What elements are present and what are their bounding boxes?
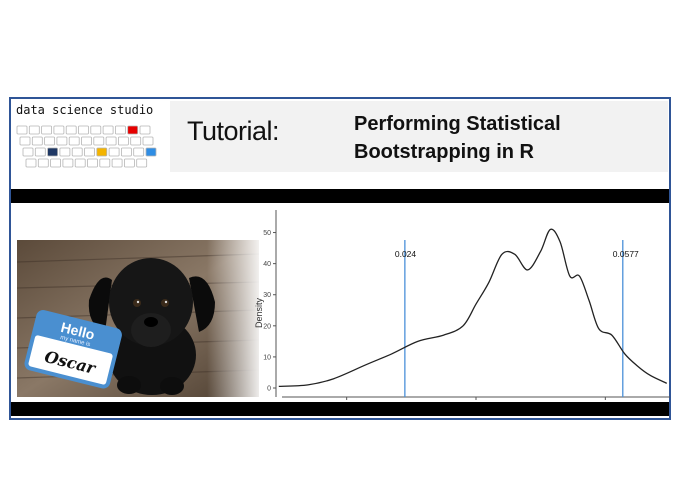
keyboard-key	[56, 136, 68, 146]
keyboard-key	[136, 158, 148, 168]
keyboard-key	[90, 125, 102, 135]
keyboard-key	[44, 136, 56, 146]
x-axis-ticks	[346, 397, 606, 400]
title-line-2: Bootstrapping in R	[354, 141, 534, 163]
keyboard-key	[34, 147, 46, 157]
keyboard-key	[102, 125, 114, 135]
keyboard-key	[74, 158, 86, 168]
keyboard-key	[108, 147, 120, 157]
keyboard-key	[118, 136, 129, 146]
keyboard-key	[105, 136, 117, 146]
y-tick-label: 30	[263, 292, 271, 299]
keyboard-key-accent	[127, 125, 139, 135]
keyboard-key	[31, 136, 43, 146]
keyboard-key	[124, 158, 135, 168]
keyboard-key	[84, 147, 95, 157]
keyboard-key	[22, 147, 34, 157]
y-tick-label: 20	[263, 323, 271, 330]
keyboard-key-accent	[145, 147, 157, 157]
title-line-1: Performing Statistical	[354, 113, 561, 135]
logo-text: data science studio	[16, 103, 154, 117]
keyboard-key	[37, 158, 49, 168]
y-tick-label: 40	[263, 261, 271, 268]
keyboard-key	[99, 158, 111, 168]
page-title: Performing Statistical Bootstrapping in …	[354, 110, 561, 166]
keyboard-key	[65, 125, 77, 135]
y-axis-label: Density	[254, 297, 264, 328]
tutorial-label: Tutorial:	[187, 116, 280, 146]
y-axis: 0 10 20 30 40 50	[263, 210, 277, 397]
keyboard-key-accent	[47, 147, 59, 157]
name-tag: Hello my name is Oscar	[24, 310, 122, 389]
keyboard-key	[139, 125, 151, 135]
y-tick-label: 50	[263, 230, 271, 237]
density-chart: Density 0 10 20 30 40 50 0.024 0.0577	[254, 210, 670, 400]
top-divider-bar	[11, 189, 669, 203]
keyboard-key	[62, 158, 74, 168]
keyboard-key-accent	[96, 147, 108, 157]
keyboard-key	[115, 125, 126, 135]
y-tick-label: 10	[263, 354, 271, 361]
y-tick-label: 0	[267, 386, 271, 393]
keyboard-key	[50, 158, 61, 168]
dog-icon	[88, 258, 215, 395]
density-line	[278, 228, 668, 388]
keyboard-key	[53, 125, 65, 135]
keyboard-key	[19, 136, 31, 146]
keyboard-key	[41, 125, 53, 135]
reference-line-label: 0.024	[395, 249, 417, 259]
keyboard-key	[28, 125, 40, 135]
keyboard-key	[71, 147, 83, 157]
keyboard-key	[111, 158, 123, 168]
reference-line-label: 0.0577	[613, 249, 639, 259]
keyboard-key	[16, 125, 28, 135]
keyboard-key	[130, 136, 142, 146]
bottom-divider-bar	[11, 402, 669, 416]
keyboard-key	[68, 136, 80, 146]
keyboard-key	[133, 147, 145, 157]
logo: data science studio	[14, 101, 170, 172]
keyboard-key	[25, 158, 37, 168]
keyboard-key	[87, 158, 98, 168]
keyboard-key	[142, 136, 154, 146]
keyboard-key	[121, 147, 132, 157]
keyboard-key	[93, 136, 105, 146]
keyboard-key	[78, 125, 89, 135]
keyboard-key	[59, 147, 71, 157]
dog-photo: Hello my name is Oscar	[17, 240, 259, 397]
keyboard-icon	[16, 125, 157, 168]
keyboard-key	[81, 136, 92, 146]
